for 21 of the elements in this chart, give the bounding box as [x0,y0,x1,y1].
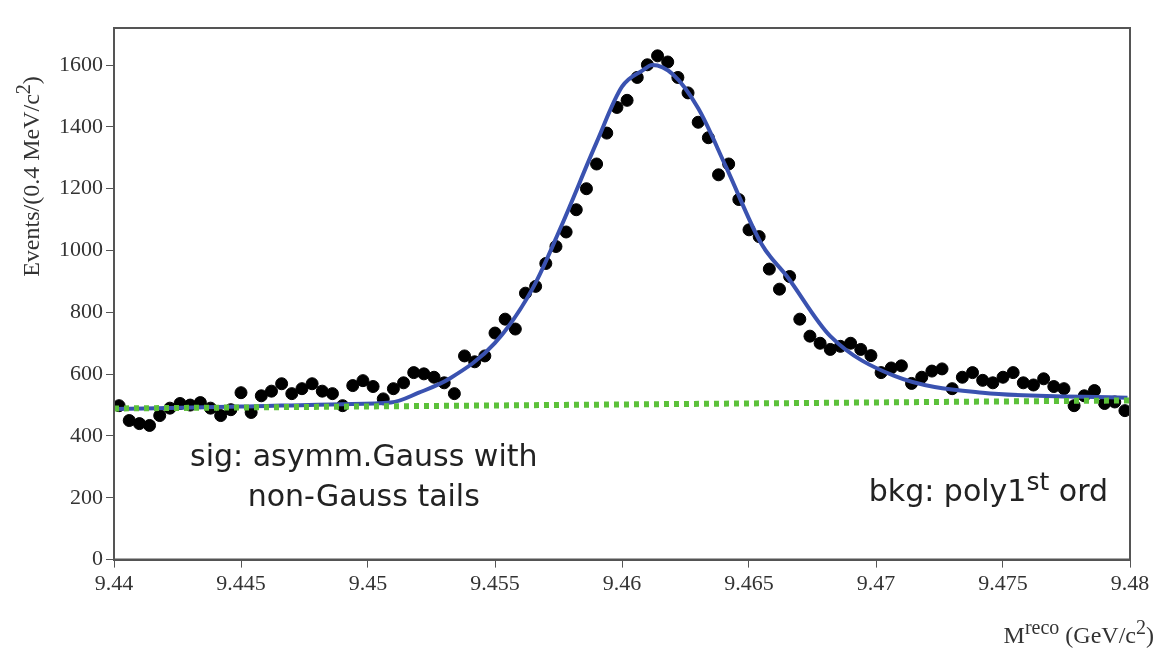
y-tick-label: 200 [70,483,103,509]
x-tick-label: 9.44 [94,569,134,595]
y-tick-label: 600 [70,359,103,385]
y-tick-label: 1200 [59,174,103,200]
x-tick-label: 9.455 [470,569,520,595]
y-tick-label: 800 [70,298,103,324]
y-tick-label: 400 [70,421,103,447]
y-tick-label: 1400 [59,112,103,138]
annotation: bkg: poly1$^{st}$ ord [868,466,1108,510]
x-tick-label: 9.45 [348,569,388,595]
y-tick-label: 1600 [59,50,103,76]
x-tick-label: 9.47 [856,569,896,595]
x-tick-label: 9.445 [216,569,266,595]
x-tick-label: 9.465 [724,569,774,595]
annotation: sig: asymm.Gauss with non-Gauss tails [190,437,538,515]
x-tick-label: 9.475 [978,569,1028,595]
x-axis-title: M$^{reco}$ (GeV/c$^{2}$) [1003,616,1154,649]
y-tick-label: 0 [92,545,103,571]
y-tick-label: 1000 [59,236,103,262]
x-tick-label: 9.48 [1110,569,1150,595]
x-tick-label: 9.46 [602,569,642,595]
